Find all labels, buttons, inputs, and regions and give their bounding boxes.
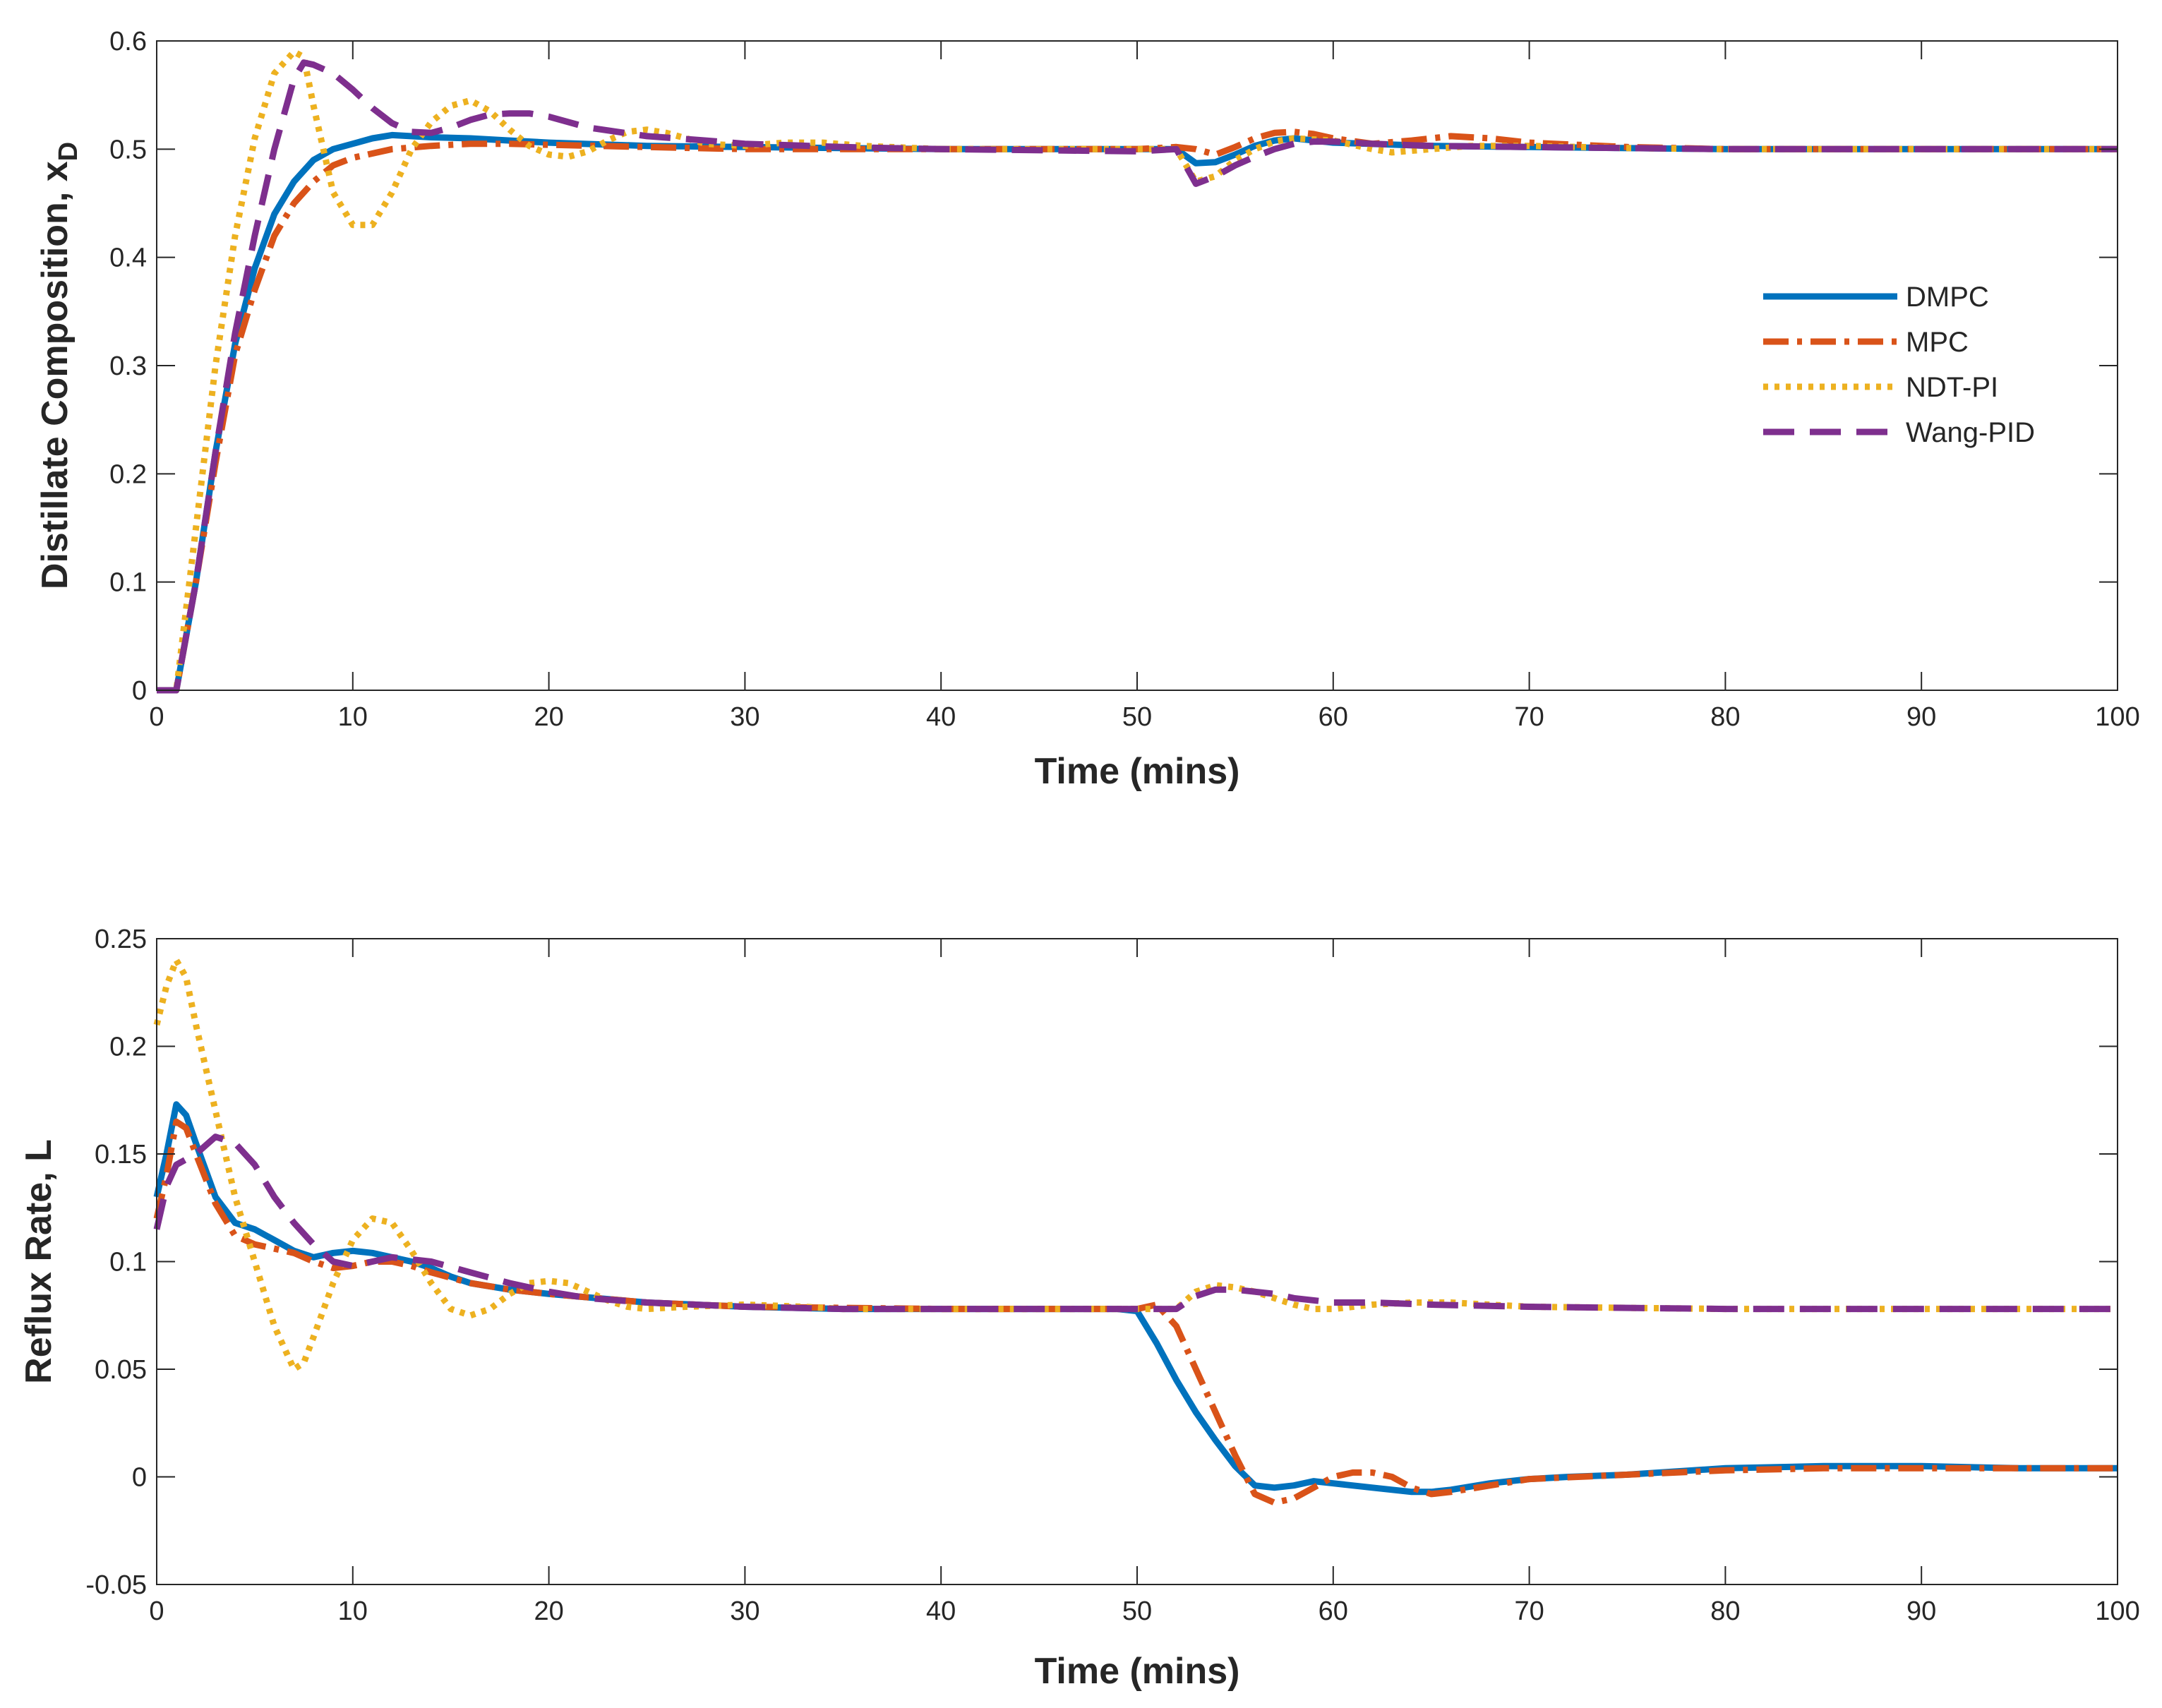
axes-distillate-composition: 0 10 20 30 40 50 60 70 80 90 100 0 0.1 0.2 0.3 0.4 0.5 0.…	[35, 27, 2140, 792]
top-series-layer	[157, 48, 2118, 694]
legend-label-dmpc: DMPC	[1906, 282, 1989, 313]
bottom-y-tick-label: 0.15	[95, 1140, 147, 1169]
top-series-wang-pid	[157, 59, 2118, 694]
legend-label-wang-pid: Wang-PID	[1906, 417, 2035, 448]
bottom-x-tick-label: 70	[1514, 1596, 1544, 1626]
top-y-axis-label-subscript: D	[54, 142, 83, 161]
bottom-series-wang-pid	[153, 1133, 2118, 1313]
top-x-tick-label: 50	[1122, 702, 1152, 732]
bottom-y-tick-label: 0	[132, 1463, 147, 1493]
bottom-x-tick-label: 60	[1319, 1596, 1348, 1626]
bottom-y-tick-label: 0.25	[95, 925, 147, 954]
legend: DMPC MPC NDT-PI Wang-PID	[1751, 268, 2076, 466]
bottom-x-tick-label: 20	[534, 1596, 563, 1626]
top-x-tick-label: 60	[1319, 702, 1348, 732]
top-x-tick-label: 100	[2095, 702, 2139, 732]
bottom-x-tick-label: 80	[1710, 1596, 1740, 1626]
bottom-y-axis-label: Reflux Rate, L	[18, 1139, 59, 1384]
bottom-x-tick-label: 40	[926, 1596, 956, 1626]
top-y-axis-label: Distillate Composition, xD	[35, 142, 83, 589]
top-y-tick-label: 0.1	[109, 568, 147, 598]
top-y-tick-label: 0	[132, 676, 147, 706]
bottom-y-tick-label: 0.05	[95, 1355, 147, 1385]
top-x-tick-label: 40	[926, 702, 956, 732]
top-x-axis-label: Time (mins)	[1035, 751, 1240, 792]
top-x-tick-label: 80	[1710, 702, 1740, 732]
top-series-ndt-pi	[157, 48, 2118, 694]
top-ticks: 0 10 20 30 40 50 60 70 80 90 100 0 0.1 0.2 0.3 0.4 0.5 0.…	[109, 27, 2140, 732]
bottom-x-axis-label: Time (mins)	[1035, 1651, 1240, 1692]
bottom-ticks: 0 10 20 30 40 50 60 70 80 90 100-0.0500.050.10.150…	[85, 925, 2139, 1626]
top-y-tick-label: 0.5	[109, 135, 147, 164]
top-x-tick-label: 20	[534, 702, 563, 732]
top-y-tick-label: 0.6	[109, 27, 147, 56]
top-x-tick-label: 30	[730, 702, 759, 732]
bottom-x-tick-label: 10	[338, 1596, 368, 1626]
legend-label-mpc: MPC	[1906, 327, 1969, 358]
bottom-x-tick-label: 90	[1906, 1596, 1936, 1626]
top-y-tick-label: 0.2	[109, 459, 147, 489]
top-x-tick-label: 90	[1906, 702, 1936, 732]
top-x-tick-label: 70	[1514, 702, 1544, 732]
top-x-tick-label: 10	[338, 702, 368, 732]
bottom-x-tick-label: 50	[1122, 1596, 1152, 1626]
bottom-y-tick-label: -0.05	[85, 1570, 147, 1600]
top-x-tick-label: 0	[149, 702, 164, 732]
bottom-x-tick-label: 30	[730, 1596, 759, 1626]
top-series-dmpc	[157, 131, 2118, 694]
top-y-axis-label-main: Distillate Composition, x	[35, 161, 76, 589]
legend-box	[1751, 268, 2076, 466]
top-y-tick-label: 0.3	[109, 351, 147, 381]
bottom-series-ndt-pi	[153, 957, 2118, 1373]
axes-reflux-rate: 0 10 20 30 40 50 60 70 80 90 100-0.0500.050.10.150…	[18, 925, 2140, 1692]
legend-label-ndt-pi: NDT-PI	[1906, 372, 1998, 403]
bottom-x-tick-label: 0	[149, 1596, 164, 1626]
bottom-y-tick-label: 0.2	[109, 1033, 147, 1062]
bottom-series-layer	[153, 957, 2118, 1506]
bottom-y-tick-label: 0.1	[109, 1248, 147, 1277]
top-y-tick-label: 0.4	[109, 243, 147, 273]
bottom-x-tick-label: 100	[2095, 1596, 2139, 1626]
